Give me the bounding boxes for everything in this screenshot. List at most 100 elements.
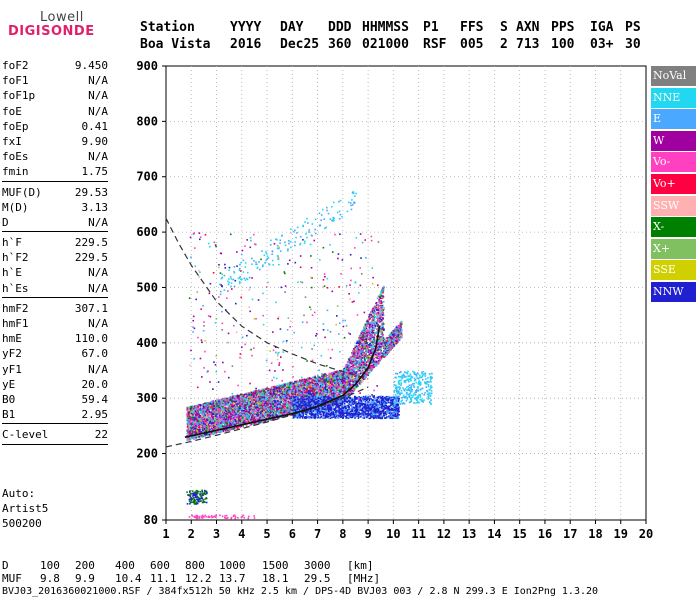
x-tick-label: 18 <box>588 527 602 541</box>
header-value-6: 005 <box>460 37 484 52</box>
param-label: yF2 <box>2 347 22 361</box>
param-row: foEp 0.41 <box>2 119 108 134</box>
auto-code: 500200 <box>2 517 42 530</box>
echo-point <box>346 366 348 368</box>
param-value: 29.53 <box>74 185 108 199</box>
param-value: 229.5 <box>74 236 108 250</box>
header-label-5: P1 <box>423 20 439 35</box>
echo-point <box>378 355 381 358</box>
auto-label: Auto: <box>2 487 36 500</box>
header-value-1: 2016 <box>230 37 262 52</box>
echo-point <box>372 314 375 316</box>
param-row: h`E N/A <box>2 265 108 280</box>
param-value: N/A <box>88 74 108 88</box>
logo-lowell: Lowell <box>40 10 84 25</box>
param-value: 3.13 <box>81 200 109 214</box>
param-divider <box>2 296 108 300</box>
echo-point <box>239 399 242 402</box>
header-label-0: Station <box>140 20 195 35</box>
param-label: h`F <box>2 236 22 250</box>
param-label: hmF1 <box>2 317 29 330</box>
logo-digisonde: DIGISONDE <box>8 24 95 39</box>
header-value-7: 2 <box>500 37 508 52</box>
header-value-3: 360 <box>328 37 352 52</box>
param-row: fxI 9.90 <box>2 134 108 149</box>
echo-point <box>380 302 383 305</box>
header-value-9: 100 <box>551 37 575 52</box>
param-value: N/A <box>88 317 108 330</box>
x-tick-label: 3 <box>213 527 220 541</box>
header-value-5: RSF <box>423 37 447 52</box>
x-tick-label: 7 <box>314 527 321 541</box>
param-row: foEs N/A <box>2 149 108 164</box>
echo-point <box>263 404 265 407</box>
param-row: yE 20.0 <box>2 377 108 392</box>
x-tick-label: 8 <box>339 527 346 541</box>
echo-point <box>199 410 202 413</box>
header-label-2: DAY <box>280 20 304 35</box>
param-row: C-level 22 <box>2 427 108 442</box>
param-label: foEp <box>2 119 29 133</box>
param-row: yF1 N/A <box>2 362 108 377</box>
header-label-6: FFS <box>460 20 484 35</box>
header-label-4: HHMMSS <box>362 20 409 35</box>
param-label: h`Es <box>2 281 29 295</box>
param-row: hmF2 307.1 <box>2 301 108 316</box>
header-value-4: 021000 <box>362 37 409 52</box>
header-value-11: 30 <box>625 37 641 52</box>
x-tick-label: 12 <box>437 527 451 541</box>
echo-point <box>351 362 353 365</box>
param-value: 67.0 <box>81 347 109 361</box>
param-divider <box>2 443 108 447</box>
x-tick-label: 14 <box>487 527 501 541</box>
param-label: foF2 <box>2 59 29 72</box>
param-value: 1.75 <box>81 165 109 179</box>
header-value-10: 03+ <box>590 37 614 52</box>
param-label: hmE <box>2 332 22 346</box>
x-tick-label: 16 <box>538 527 552 541</box>
param-row: h`Es N/A <box>2 281 108 296</box>
y-tick-label: 700 <box>136 170 158 184</box>
plot-frame <box>165 65 647 521</box>
param-label: hmF2 <box>2 301 29 315</box>
param-label: yF1 <box>2 362 22 376</box>
auto-program: Artist5 <box>2 502 49 515</box>
header-label-1: YYYY <box>230 20 262 35</box>
param-value: 9.450 <box>74 59 108 72</box>
echo-point <box>374 316 376 318</box>
param-row: hmE 110.0 <box>2 331 108 346</box>
param-row: B0 59.4 <box>2 392 108 407</box>
y-tick-label: 200 <box>136 447 158 461</box>
header-value-8: 713 <box>516 37 540 52</box>
param-label: foE <box>2 104 22 118</box>
echo-point <box>212 413 215 416</box>
x-tick-label: 6 <box>289 527 296 541</box>
x-tick-label: 4 <box>238 527 245 541</box>
param-divider <box>2 423 108 426</box>
y-tick-label: 400 <box>136 336 158 350</box>
header-label-8: AXN <box>516 20 540 35</box>
param-value: 0.41 <box>81 119 109 133</box>
x-tick-label: 5 <box>263 527 270 541</box>
x-tick-label: 13 <box>462 527 476 541</box>
param-label: MUF(D) <box>2 185 42 199</box>
param-row: yF2 67.0 <box>2 346 108 361</box>
param-label: fxI <box>2 134 22 148</box>
param-value: N/A <box>88 104 108 118</box>
header-label-11: PS <box>625 20 641 35</box>
y-tick-label: 900 <box>136 59 158 73</box>
echo-point <box>328 372 331 375</box>
y-tick-label: 600 <box>136 225 158 239</box>
param-row: fmin 1.75 <box>2 164 108 179</box>
x-tick-label: 17 <box>563 527 577 541</box>
param-row: h`F 229.5 <box>2 235 108 250</box>
x-tick-label: 9 <box>364 527 371 541</box>
param-label: D <box>2 215 9 229</box>
param-row: M(D) 3.13 <box>2 200 108 215</box>
param-label: h`F2 <box>2 251 29 265</box>
param-divider <box>2 180 108 184</box>
param-label: yE <box>2 377 16 391</box>
y-tick-label: 80 <box>144 513 158 527</box>
param-label: B0 <box>2 392 16 406</box>
echo-point <box>246 399 249 402</box>
